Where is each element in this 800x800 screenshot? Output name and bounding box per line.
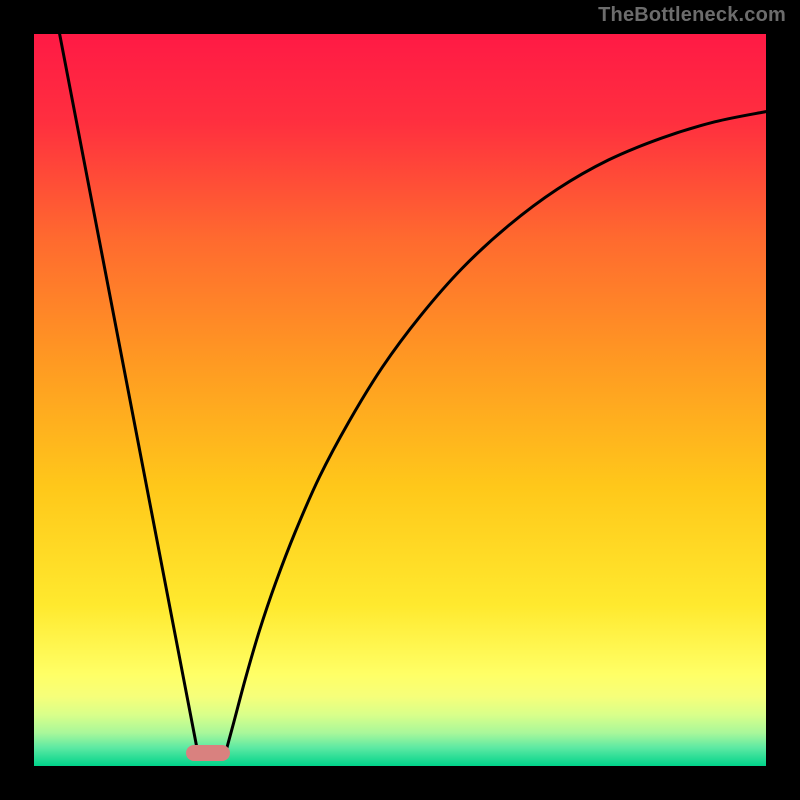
plot-background	[34, 34, 766, 766]
plot-area	[34, 34, 766, 766]
chart-frame: TheBottleneck.com	[0, 0, 800, 800]
bottleneck-marker	[186, 745, 230, 761]
plot-svg	[34, 34, 766, 766]
watermark-text: TheBottleneck.com	[598, 4, 786, 27]
